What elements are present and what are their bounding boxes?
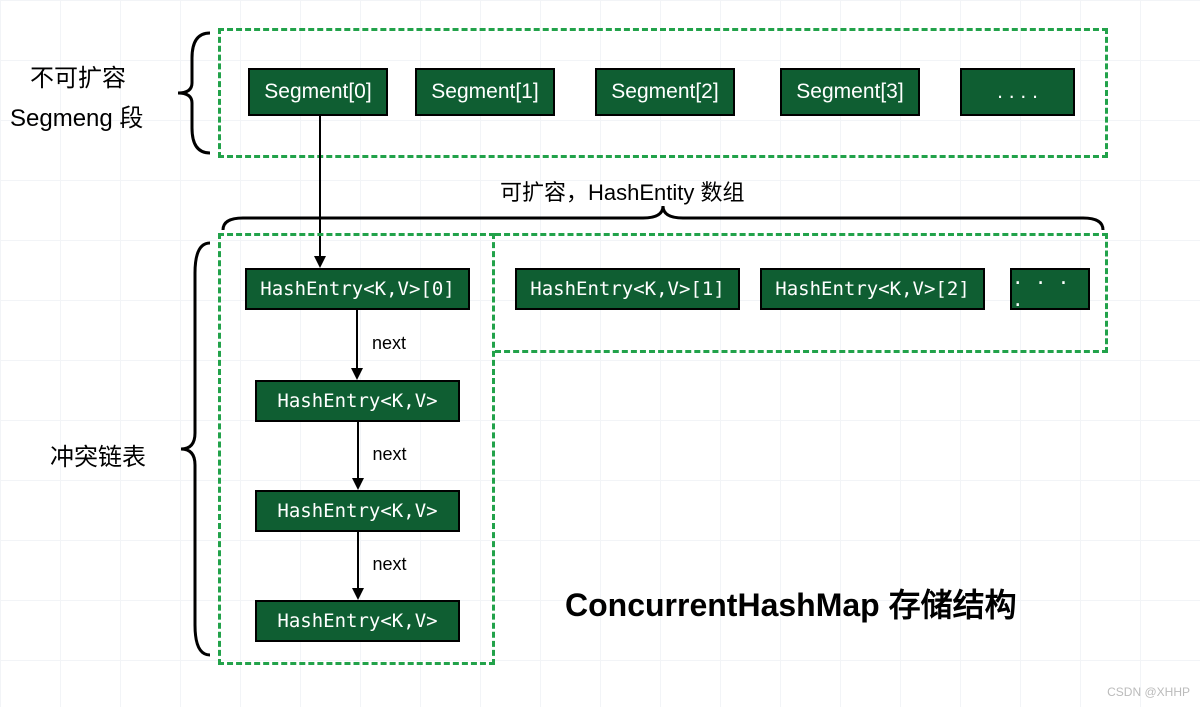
hashentry-chain-box-2: HashEntry<K,V>: [255, 600, 460, 642]
segment-box-2: Segment[2]: [595, 68, 735, 116]
arrow-next: [347, 310, 367, 380]
arrow-next: [348, 422, 368, 490]
segment-box-3: Segment[3]: [780, 68, 920, 116]
diagram-title: ConcurrentHashMap 存储结构: [565, 580, 1017, 626]
hashentry-array-box-1: HashEntry<K,V>[1]: [515, 268, 740, 310]
next-label: next: [372, 333, 406, 354]
hashentry-chain-box-1: HashEntry<K,V>: [255, 490, 460, 532]
next-label: next: [373, 444, 407, 465]
hashentry-chain-box-0: HashEntry<K,V>: [255, 380, 460, 422]
watermark: CSDN @XHHP: [1107, 685, 1190, 699]
segment-label-line1: 不可扩容: [30, 58, 126, 93]
hashentry-array-box-0: HashEntry<K,V>[0]: [245, 268, 470, 310]
brace-chain: [175, 233, 215, 665]
hashentry-array-box-2: HashEntry<K,V>[2]: [760, 268, 985, 310]
hashentry-array-box-3: . . . .: [1010, 268, 1090, 310]
segment-box-0: Segment[0]: [248, 68, 388, 116]
brace-segments: [170, 28, 215, 158]
brace-entries-top: [218, 200, 1108, 235]
arrow-next: [348, 532, 368, 600]
chain-label: 冲突链表: [50, 437, 146, 472]
next-label: next: [373, 554, 407, 575]
segment-box-1: Segment[1]: [415, 68, 555, 116]
segment-label-line2: Segmeng 段: [10, 98, 143, 133]
segment-box-4: . . . .: [960, 68, 1075, 116]
